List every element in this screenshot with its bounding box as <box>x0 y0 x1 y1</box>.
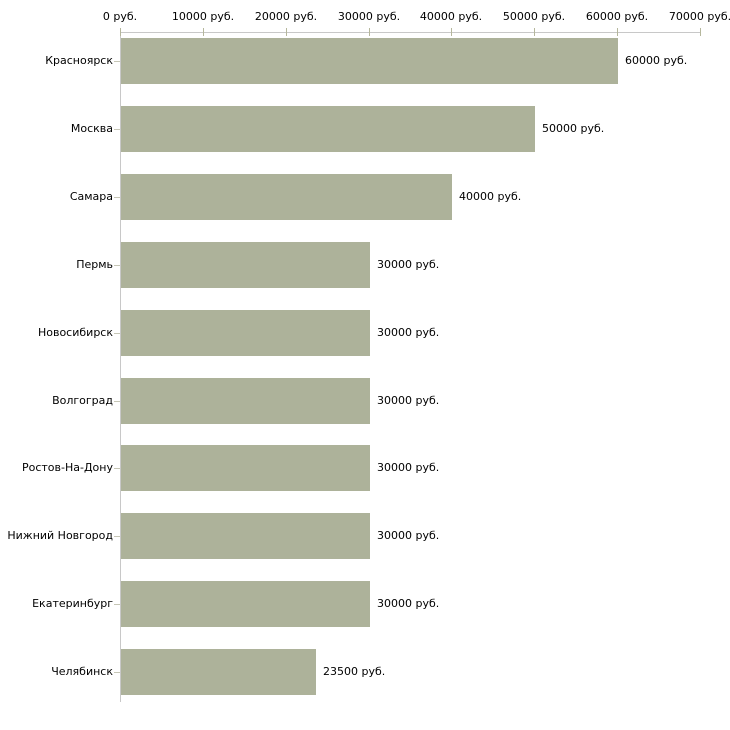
x-axis-tick <box>286 28 287 36</box>
y-axis-tick <box>114 604 120 605</box>
value-label: 40000 руб. <box>459 190 522 203</box>
y-axis-tick <box>114 672 120 673</box>
value-label: 30000 руб. <box>377 461 440 474</box>
category-label: Москва <box>70 122 113 135</box>
category-label: Новосибирск <box>37 326 113 339</box>
x-axis-tick-label: 50000 руб. <box>502 10 566 23</box>
bar <box>121 581 370 627</box>
value-label: 23500 руб. <box>323 665 386 678</box>
bar <box>121 445 370 491</box>
value-label: 30000 руб. <box>377 326 440 339</box>
x-axis-tick-label: 10000 руб. <box>171 10 235 23</box>
x-axis-tick <box>700 28 701 36</box>
value-label: 30000 руб. <box>377 258 440 271</box>
x-axis-tick-label: 20000 руб. <box>254 10 318 23</box>
category-label: Пермь <box>76 258 113 271</box>
x-axis-tick-label: 70000 руб. <box>668 10 730 23</box>
value-label: 30000 руб. <box>377 529 440 542</box>
category-label: Волгоград <box>52 394 113 407</box>
x-axis-tick <box>203 28 204 36</box>
bar <box>121 649 316 695</box>
y-axis-tick <box>114 401 120 402</box>
x-axis-tick-label: 60000 руб. <box>585 10 649 23</box>
bar <box>121 38 618 84</box>
x-axis-line <box>120 32 701 33</box>
y-axis-tick <box>114 197 120 198</box>
y-axis-tick <box>114 333 120 334</box>
x-axis-tick <box>369 28 370 36</box>
category-label: Ростов-На-Дону <box>21 461 113 474</box>
value-label: 50000 руб. <box>542 122 605 135</box>
bar <box>121 378 370 424</box>
x-axis-tick <box>534 28 535 36</box>
x-axis-tick-label: 30000 руб. <box>337 10 401 23</box>
x-axis-tick <box>617 28 618 36</box>
bar <box>121 310 370 356</box>
bar <box>121 513 370 559</box>
y-axis-tick <box>114 129 120 130</box>
bar <box>121 174 452 220</box>
y-axis-tick <box>114 536 120 537</box>
y-axis-tick <box>114 265 120 266</box>
x-axis-tick <box>120 28 121 36</box>
category-label: Самара <box>69 190 113 203</box>
category-label: Екатеринбург <box>32 597 113 610</box>
y-axis-tick <box>114 468 120 469</box>
y-axis-line <box>120 32 121 702</box>
value-label: 60000 руб. <box>625 54 688 67</box>
bar <box>121 242 370 288</box>
category-label: Челябинск <box>51 665 113 678</box>
category-label: Нижний Новгород <box>7 529 113 542</box>
value-label: 30000 руб. <box>377 597 440 610</box>
y-axis-tick <box>114 61 120 62</box>
bar <box>121 106 535 152</box>
category-label: Красноярск <box>45 54 113 67</box>
x-axis-tick-label: 0 руб. <box>102 10 138 23</box>
value-label: 30000 руб. <box>377 394 440 407</box>
x-axis-tick-label: 40000 руб. <box>419 10 483 23</box>
x-axis-tick <box>451 28 452 36</box>
